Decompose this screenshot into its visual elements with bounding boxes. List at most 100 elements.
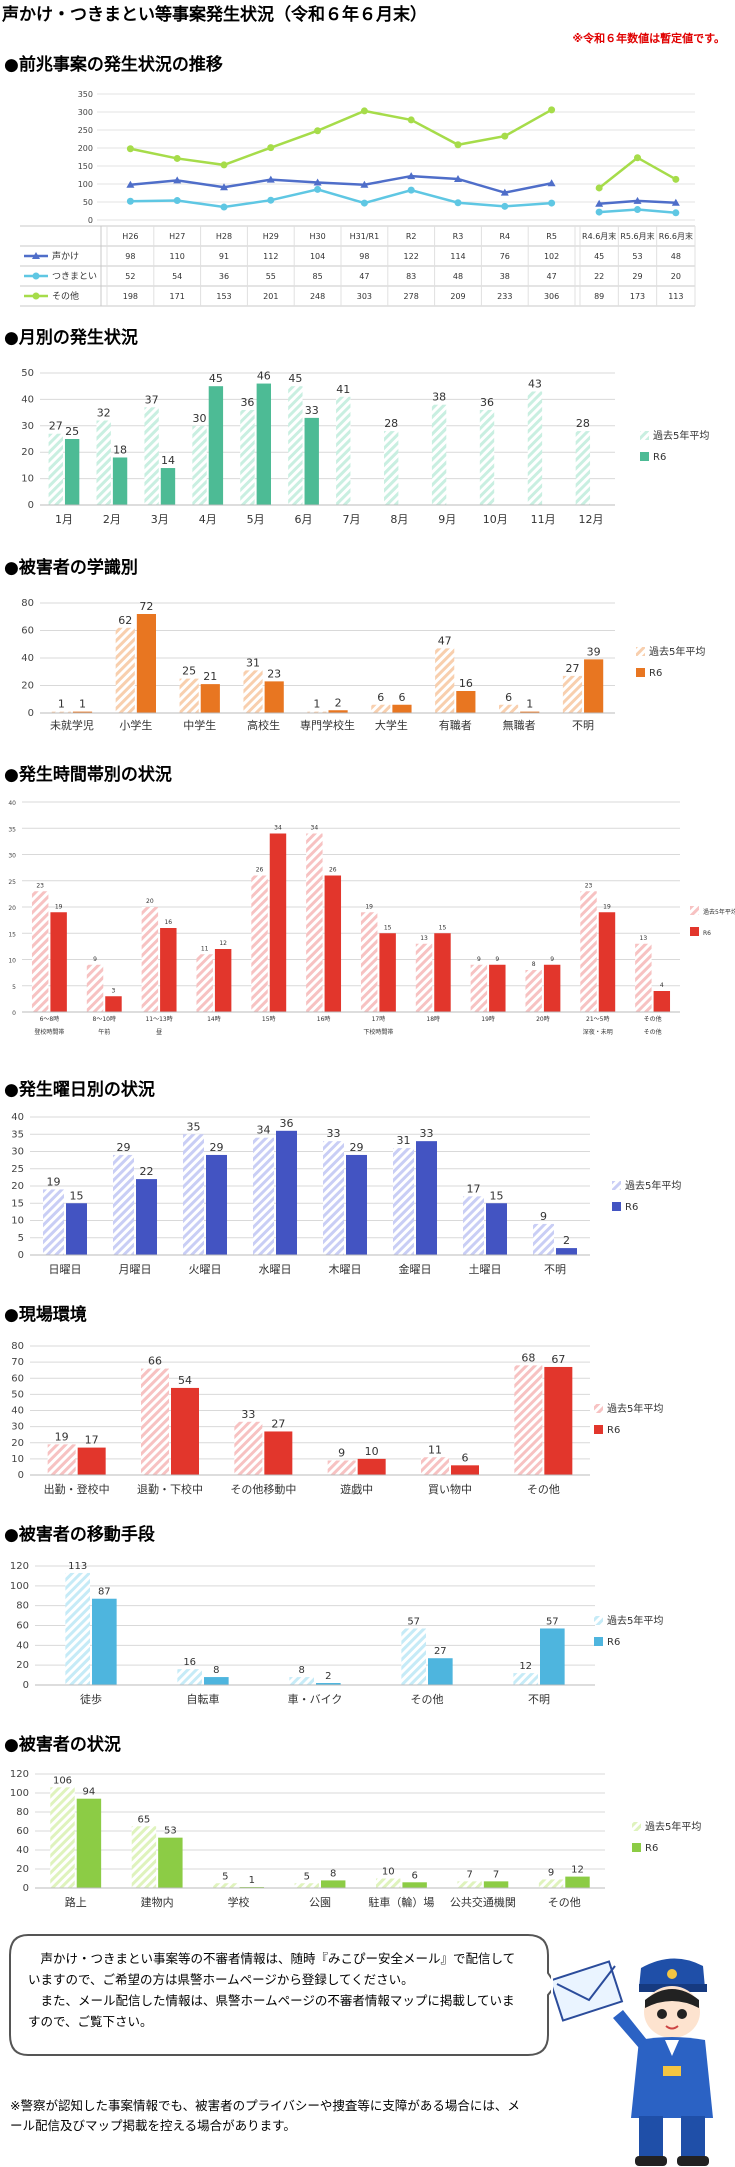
bar-r6	[206, 1154, 227, 1255]
data-label: 12	[571, 1865, 584, 1876]
data-label: 27	[434, 1646, 447, 1657]
bar-r6	[171, 1387, 199, 1475]
y-tick-label: 50	[83, 198, 93, 207]
y-tick-label: 350	[78, 90, 93, 99]
data-point	[126, 145, 134, 153]
data-label: 13	[640, 935, 648, 942]
table-value: 201	[263, 292, 278, 301]
x-category-label: 不明	[544, 1263, 566, 1276]
y-tick-label: 80	[21, 598, 34, 609]
x-category-label: 無職者	[503, 718, 536, 732]
x-category-label: 6～8時	[40, 1015, 60, 1023]
x-category-label: 建物内	[141, 1895, 174, 1909]
x-category-label: 駐車（輪）場	[368, 1895, 434, 1909]
data-label: 37	[145, 393, 159, 406]
data-point	[267, 196, 275, 204]
data-label: 15	[384, 924, 392, 931]
table-value: 102	[544, 252, 559, 261]
data-label: 8	[532, 961, 536, 968]
table-value: 303	[357, 292, 372, 301]
y-tick-label: 0	[28, 500, 34, 511]
legend-swatch-past5yr	[594, 1616, 603, 1625]
bar-past5yr-avg	[401, 1628, 426, 1685]
y-tick-label: 20	[8, 905, 16, 912]
legend-swatch-r6	[612, 1202, 621, 1211]
data-label: 34	[257, 1124, 271, 1137]
data-label: 6	[462, 1451, 469, 1464]
y-tick-label: 100	[78, 180, 93, 189]
weekday-chart: 05101520253035401915日曜日2922月曜日3529火曜日343…	[11, 1112, 681, 1276]
bar-past5yr-avg	[580, 891, 597, 1012]
bar-past5yr-avg	[48, 433, 63, 505]
provisional-note: ※令和６年数値は暫定値です。	[572, 32, 725, 45]
data-label: 19	[55, 903, 63, 910]
y-tick-label: 60	[21, 626, 34, 637]
bar-r6	[256, 383, 271, 505]
data-point	[454, 174, 462, 182]
bar-past5yr-avg	[463, 1196, 484, 1255]
y-tick-label: 0	[28, 708, 34, 719]
data-label: 16	[164, 919, 172, 926]
bar-r6	[434, 933, 451, 1012]
callout-text: 声かけ・つきまとい事案等の不審者情報は、随時『みこぴー安全メール』で配信していま…	[28, 1948, 518, 2032]
bar-r6	[64, 439, 80, 505]
bar-past5yr-avg	[514, 1365, 543, 1475]
bar-r6	[584, 659, 604, 713]
x-category-label: 公共交通機関	[450, 1895, 516, 1909]
bar-r6	[328, 710, 348, 713]
y-tick-label: 10	[11, 1216, 24, 1227]
data-label: 9	[550, 956, 554, 963]
data-label: 29	[350, 1141, 364, 1154]
y-tick-label: 25	[8, 879, 16, 886]
bar-past5yr-avg	[470, 964, 488, 1012]
y-tick-label: 0	[12, 1010, 16, 1017]
x-category-label: R3	[453, 232, 464, 241]
legend-swatch-r6	[640, 452, 649, 461]
data-label: 47	[438, 634, 452, 647]
data-label: 25	[65, 425, 79, 438]
x-category-label: その他	[411, 1693, 444, 1706]
data-label: 22	[140, 1165, 154, 1178]
data-label: 27	[565, 662, 579, 675]
data-label: 68	[521, 1351, 535, 1364]
table-value: 83	[406, 272, 416, 281]
table-value: 53	[632, 252, 642, 261]
bar-past5yr-avg	[538, 1879, 564, 1888]
data-label: 1	[313, 698, 320, 711]
data-point	[313, 178, 322, 186]
table-value: 55	[266, 272, 276, 281]
table-value: 104	[310, 252, 325, 261]
x-category-label: 不明	[572, 719, 594, 732]
bar-past5yr-avg	[294, 1883, 319, 1888]
y-tick-label: 40	[16, 1845, 29, 1856]
bar-r6	[520, 711, 540, 713]
data-label: 15	[439, 924, 447, 931]
x-category-label: その他	[527, 1483, 560, 1496]
section-title-transport: ●被害者の移動手段	[4, 1525, 155, 1545]
table-value: 47	[547, 272, 557, 281]
bar-past5yr-avg	[183, 1134, 204, 1255]
table-value: 209	[450, 292, 465, 301]
table-value: 278	[404, 292, 419, 301]
y-tick-label: 30	[8, 853, 16, 860]
table-value: 171	[170, 292, 185, 301]
y-tick-label: 35	[8, 826, 16, 833]
x-category-label: 自転車	[187, 1692, 220, 1706]
legend-swatch-past5yr	[632, 1822, 641, 1831]
bar-past5yr-avg	[513, 1673, 538, 1685]
bar-r6	[456, 691, 476, 713]
bar-past5yr-avg	[47, 1444, 76, 1475]
data-label: 19	[47, 1175, 61, 1188]
legend-label-r6: R6	[703, 930, 711, 937]
legend-label-past5yr: 過去5年平均	[607, 1614, 663, 1627]
data-label: 106	[53, 1775, 72, 1786]
data-label: 23	[36, 882, 44, 889]
x-category-label: 木曜日	[329, 1263, 362, 1276]
data-point	[360, 107, 368, 115]
y-tick-label: 0	[88, 216, 93, 225]
bar-past5yr-avg	[327, 1460, 356, 1475]
table-value: 52	[125, 272, 135, 281]
y-tick-label: 100	[10, 1581, 29, 1592]
